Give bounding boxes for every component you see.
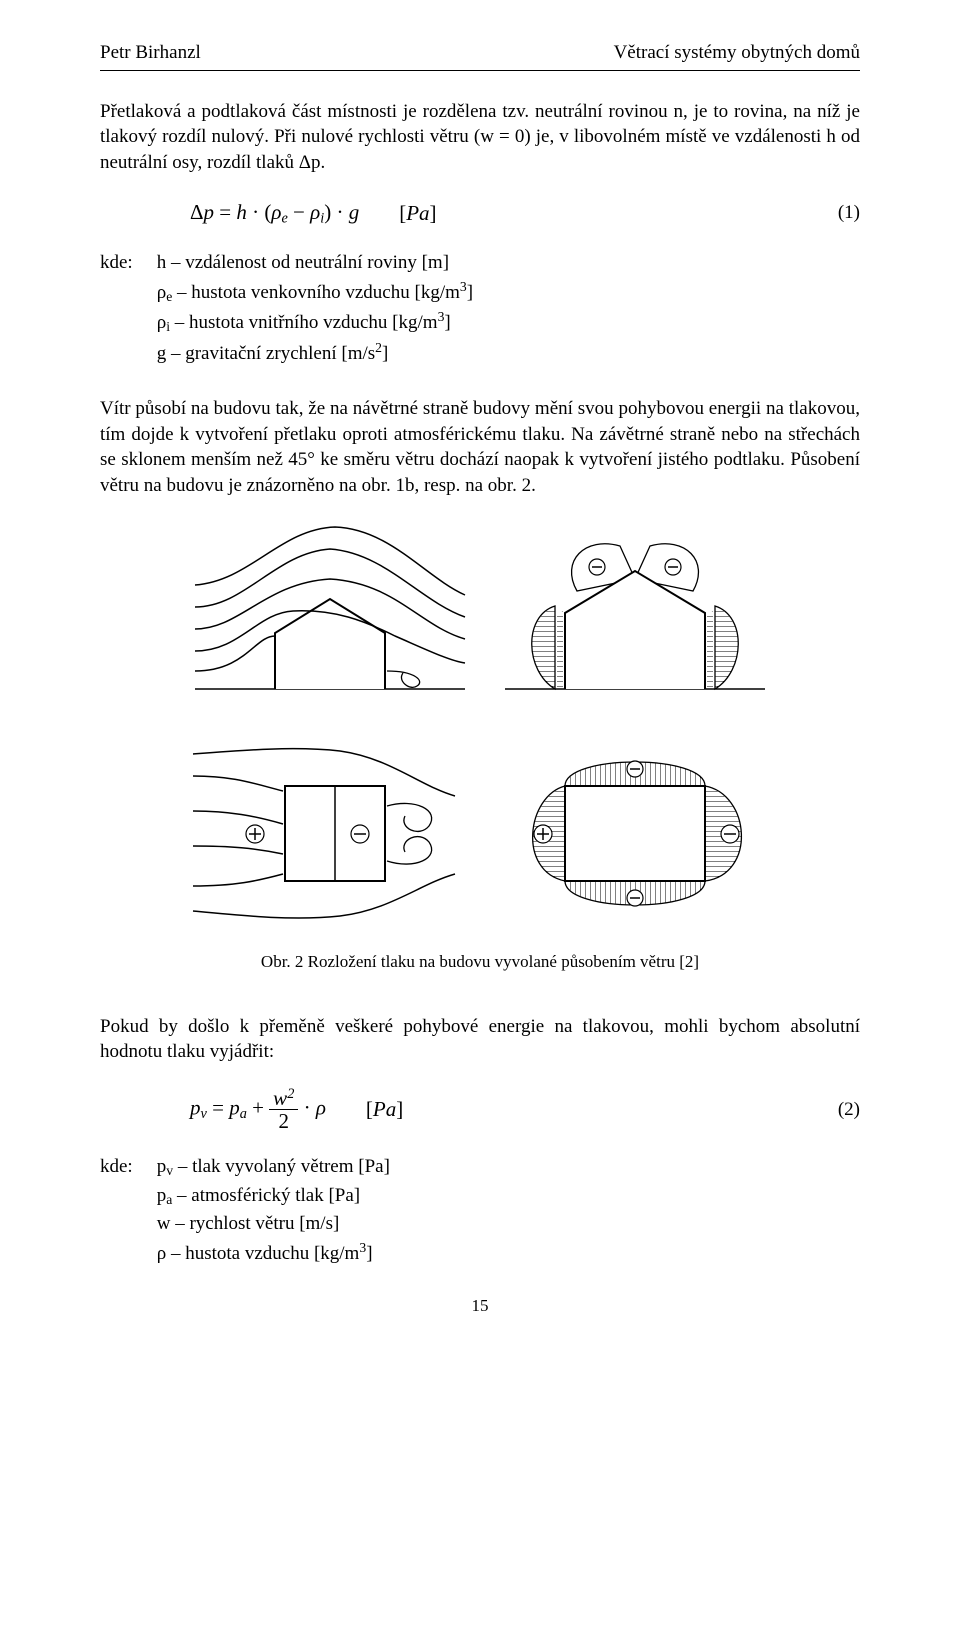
header-author: Petr Birhanzl [100, 40, 201, 66]
where-lines-1: h – vzdálenost od neutrální roviny [m] ρ… [157, 250, 860, 368]
figure-2-caption: Obr. 2 Rozložení tlaku na budovu vyvolan… [100, 951, 860, 974]
paragraph-3: Pokud by došlo k přeměně veškeré pohybov… [100, 1014, 860, 1065]
equation-2-number: (2) [838, 1097, 860, 1123]
equation-2: pv = pa + w2 2 · ρ [Pa] (2) [100, 1087, 860, 1132]
where-line: h – vzdálenost od neutrální roviny [m] [157, 250, 860, 276]
where-lines-2: pv – tlak vyvolaný větrem [Pa] pa – atmo… [157, 1154, 860, 1268]
equation-1: ΔΔpp = h · (ρe − ρi) · g [Pa] (1) [100, 198, 860, 229]
panel-bottom-right [533, 761, 742, 906]
where-block-1: kde: h – vzdálenost od neutrální roviny … [100, 250, 860, 368]
where-line: pv – tlak vyvolaný větrem [Pa] [157, 1154, 860, 1180]
panel-top-right [505, 543, 765, 688]
equation-1-number: (1) [838, 200, 860, 226]
where-line: g – gravitační zrychlení [m/s2] [157, 339, 860, 366]
figure-2 [185, 521, 775, 931]
where-line: w – rychlost větru [m/s] [157, 1211, 860, 1237]
where-line: ρ – hustota vzduchu [kg/m3] [157, 1239, 860, 1266]
paragraph-1: Přetlaková a podtlaková část místnosti j… [100, 99, 860, 176]
header-rule [100, 70, 860, 71]
where-label-1: kde: [100, 250, 133, 368]
where-line: pa – atmosférický tlak [Pa] [157, 1183, 860, 1209]
where-block-2: kde: pv – tlak vyvolaný větrem [Pa] pa –… [100, 1154, 860, 1268]
where-label-2: kde: [100, 1154, 133, 1268]
page-number: 15 [0, 1295, 960, 1318]
header-title: Větrací systémy obytných domů [614, 40, 860, 66]
page-header: Petr Birhanzl Větrací systémy obytných d… [100, 40, 860, 66]
panel-bottom-left [193, 748, 455, 917]
where-line: ρi – hustota vnitřního vzduchu [kg/m3] [157, 308, 860, 336]
panel-top-left [195, 527, 465, 689]
where-line: ρe – hustota venkovního vzduchu [kg/m3] [157, 278, 860, 306]
paragraph-2: Vítr působí na budovu tak, že na návětrn… [100, 396, 860, 499]
